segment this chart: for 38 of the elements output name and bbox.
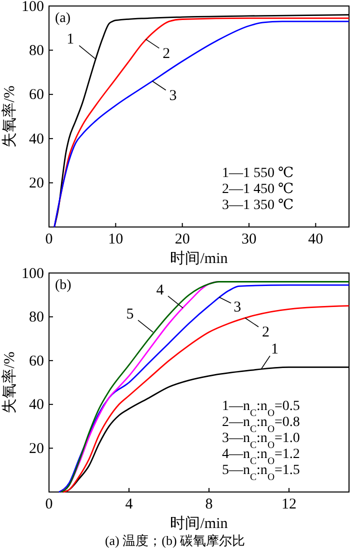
annotation: 4 bbox=[156, 282, 164, 299]
y-axis-title: 失氧率/% bbox=[1, 86, 18, 148]
annotation: 2 bbox=[162, 46, 170, 62]
annotation: 3—1 350 ℃ bbox=[222, 198, 294, 213]
y-axis-title: 失氧率/% bbox=[1, 352, 18, 414]
chart-title: (b) bbox=[55, 278, 72, 293]
annotation: 2 bbox=[262, 324, 270, 341]
chart-title: (a) bbox=[55, 11, 71, 26]
y-tick-label: 60 bbox=[29, 87, 44, 104]
y-tick-label: 20 bbox=[29, 441, 44, 457]
annotation: 3 bbox=[169, 88, 177, 104]
annotation: 5 bbox=[126, 306, 134, 323]
y-tick-label: 40 bbox=[29, 131, 44, 148]
y-tick-label: 60 bbox=[29, 353, 44, 370]
x-tick-label: 8 bbox=[205, 496, 213, 513]
annotation: 1 bbox=[66, 31, 74, 48]
x-tick-label: 10 bbox=[108, 232, 124, 248]
annotation: 5—n$_{C}$:n$_{O}$=1.5 bbox=[222, 463, 300, 482]
x-tick-label: 30 bbox=[242, 232, 256, 248]
x-axis-title: 时间/min bbox=[170, 250, 228, 267]
y-tick-label: 80 bbox=[29, 43, 44, 59]
annotation: 3 bbox=[234, 299, 242, 316]
annotation: 1—1 550 ℃ bbox=[222, 166, 294, 181]
x-tick-label: 40 bbox=[308, 232, 324, 248]
x-axis-title: 时间/min bbox=[170, 515, 228, 532]
y-tick-label: 100 bbox=[22, 266, 44, 282]
x-tick-label: 4 bbox=[125, 496, 134, 513]
y-tick-label: 20 bbox=[29, 176, 44, 192]
x-tick-label: 0 bbox=[45, 232, 53, 248]
y-tick-label: 100 bbox=[22, 0, 44, 15]
annotation: 1 bbox=[271, 342, 279, 358]
y-tick-label: 80 bbox=[29, 310, 44, 326]
x-tick-label: 20 bbox=[174, 232, 190, 248]
annotation: 2—1 450 ℃ bbox=[222, 182, 294, 197]
text: (a) 温度；(b) 碳氧摩尔比 bbox=[104, 533, 246, 548]
x-tick-label: 12 bbox=[282, 496, 296, 513]
x-tick-label: 0 bbox=[45, 496, 53, 513]
y-tick-label: 40 bbox=[29, 397, 44, 414]
